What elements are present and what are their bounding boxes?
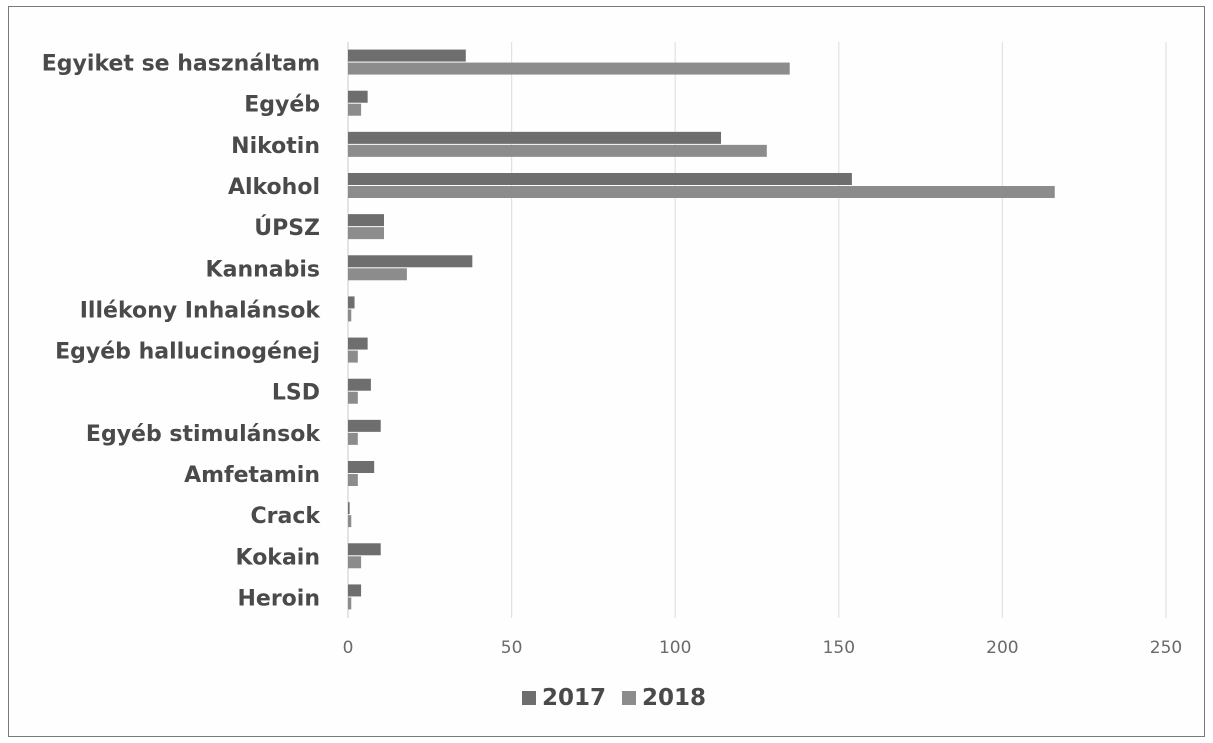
bar-2018-6: [348, 309, 352, 322]
category-labels: Egyiket se használtam Egyéb Nikotin Alkohol…: [42, 52, 322, 612]
x-tick-label: 200: [986, 638, 1018, 658]
bar-2018-5: [348, 268, 407, 281]
bars: [348, 49, 1055, 610]
bar-2017-6: [348, 296, 355, 309]
bar-2017-1: [348, 90, 368, 103]
legend-swatch-2017: [522, 691, 536, 705]
bar-2018-8: [348, 391, 358, 404]
x-tick-labels: 0 50 100 150 200 250: [343, 638, 1183, 658]
category-label: Amfetamin: [184, 463, 320, 488]
bar-2017-5: [348, 255, 473, 268]
x-tick-label: 50: [501, 638, 523, 658]
bar-2017-12: [348, 543, 381, 556]
bar-2017-10: [348, 461, 375, 473]
category-label: ÚPSZ: [254, 215, 320, 241]
bar-2018-0: [348, 62, 790, 75]
bar-2017-8: [348, 378, 371, 391]
category-label: Egyéb hallucinogénej: [55, 340, 320, 365]
x-tick-label: 250: [1150, 638, 1182, 658]
bar-2017-4: [348, 214, 384, 227]
category-label: Egyéb stimulánsok: [86, 422, 321, 447]
legend-label-2017: 2017: [542, 685, 606, 711]
legend-label-2018: 2018: [642, 685, 706, 711]
bar-2017-13: [348, 584, 362, 597]
bar-2018-1: [348, 103, 362, 116]
bar-2017-2: [348, 131, 722, 144]
bar-2018-9: [348, 432, 358, 445]
x-tick-label: 150: [823, 638, 855, 658]
bar-2017-3: [348, 173, 852, 185]
category-label: Alkohol: [228, 175, 320, 200]
x-tick-label: 100: [659, 638, 691, 658]
bar-2018-2: [348, 144, 767, 157]
category-label: LSD: [272, 381, 320, 406]
category-label: Crack: [250, 504, 321, 529]
bar-2017-9: [348, 419, 381, 432]
legend-swatch-2018: [622, 691, 636, 705]
bar-2017-0: [348, 49, 466, 62]
bar-2018-11: [348, 515, 352, 528]
bar-2018-4: [348, 227, 384, 240]
category-label: Nikotin: [231, 134, 320, 159]
category-label: Illékony Inhalánsok: [80, 298, 322, 323]
chart-frame: [8, 6, 1205, 737]
bar-2018-13: [348, 597, 352, 610]
x-tick-label: 0: [343, 638, 354, 658]
bar-2018-3: [348, 186, 1055, 198]
gridlines: [347, 42, 1167, 618]
category-label: Egyiket se használtam: [42, 52, 320, 77]
category-label: Egyéb: [244, 93, 320, 118]
category-label: Kannabis: [206, 257, 320, 282]
category-label: Kokain: [236, 545, 320, 570]
legend: 2017 2018: [522, 685, 706, 711]
bar-2018-12: [348, 556, 362, 569]
bar-2017-7: [348, 337, 368, 350]
bar-2017-11: [348, 502, 350, 515]
bar-2018-7: [348, 350, 358, 363]
category-label: Heroin: [238, 586, 321, 611]
bar-2018-10: [348, 474, 358, 486]
